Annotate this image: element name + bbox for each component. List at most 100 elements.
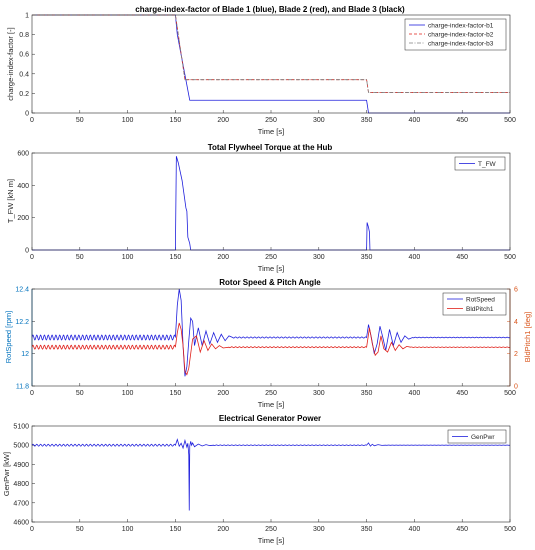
- legend-label-b1: charge-index-factor-b1: [428, 23, 494, 30]
- x-tick-label: 350: [361, 526, 373, 533]
- series-line-rotspeed: [31, 288, 511, 377]
- panel-3-ylabel-right: BldPitch1 [deg]: [523, 312, 532, 362]
- legend-box: [454, 156, 506, 171]
- y-tick-label: 400: [17, 183, 29, 190]
- y-tick-label: 600: [17, 151, 29, 158]
- x-tick-label: 300: [313, 254, 325, 261]
- panel-2-title: Total Flywheel Torque at the Hub: [208, 143, 333, 152]
- series-line-genpwr: [31, 438, 511, 511]
- panel-4-ylabel: GenPwr [kW]: [2, 452, 11, 496]
- x-tick-label: 400: [409, 117, 421, 124]
- x-tick-label: 250: [265, 254, 277, 261]
- x-tick-label: 500: [504, 390, 516, 397]
- x-tick-label: 450: [456, 526, 468, 533]
- y-tick-label: 4800: [13, 481, 29, 488]
- y-tick-label: 5100: [13, 424, 29, 431]
- panel-1: charge-index-factor of Blade 1 (blue), B…: [6, 5, 516, 136]
- x-tick-label: 300: [313, 390, 325, 397]
- x-tick-label: 450: [456, 390, 468, 397]
- x-tick-label: 450: [456, 254, 468, 261]
- panel-4-axes: [31, 425, 511, 523]
- panel-1-ylabel: charge-index-factor [-]: [6, 27, 15, 100]
- y-tick-label: 0.2: [19, 91, 29, 98]
- panel-4-title: Electrical Generator Power: [219, 414, 321, 423]
- x-tick-label: 200: [217, 117, 229, 124]
- x-tick-label: 50: [76, 254, 84, 261]
- panel-2: Total Flywheel Torque at the Hub 0 50 100 1…: [6, 143, 516, 273]
- legend-label-tfw: T_FW: [478, 161, 497, 168]
- panel-3-ylabel-left: RotSpeed [rpm]: [4, 311, 13, 364]
- panel-3: Rotor Speed & Pitch Angle 0 50 100 150 200 25…: [4, 278, 532, 409]
- panel-2-legend: T_FW: [454, 156, 506, 171]
- x-tick-label: 150: [170, 117, 182, 124]
- panel-2-series: [32, 156, 510, 251]
- panel-4-legend: GenPwr: [447, 429, 507, 444]
- x-tick-label: 0: [30, 254, 34, 261]
- y2-tick-label: 6: [514, 287, 518, 294]
- panel-4-xlabel: Time [s]: [258, 536, 284, 545]
- series-line-charge-index-factor-b3: [32, 14, 510, 93]
- x-tick-label: 200: [217, 526, 229, 533]
- panel-4: Electrical Generator Power 0 50 100 150 200 2…: [2, 414, 516, 545]
- x-tick-label: 500: [504, 526, 516, 533]
- x-tick-label: 50: [76, 526, 84, 533]
- y-tick-label: 0: [25, 248, 29, 255]
- x-tick-label: 250: [265, 526, 277, 533]
- panel-2-ylabel: T_FW [kN m]: [6, 179, 15, 223]
- x-tick-label: 0: [30, 526, 34, 533]
- legend-label-b3: charge-index-factor-b3: [428, 41, 494, 48]
- y-tick-label: 5000: [13, 443, 29, 450]
- panel-3-ticks: 0 50 100 150 200 250 300 350 400 450 500 11.8 12 12.2…: [15, 287, 518, 398]
- legend-box: [442, 292, 507, 316]
- x-tick-label: 350: [361, 254, 373, 261]
- x-tick-label: 150: [170, 526, 182, 533]
- x-tick-label: 400: [409, 254, 421, 261]
- panel-3-legend: RotSpeed BldPitch1: [442, 292, 507, 316]
- legend-box: [447, 429, 507, 444]
- x-tick-label: 200: [217, 390, 229, 397]
- legend-label-rotspeed: RotSpeed: [466, 297, 495, 304]
- x-tick-label: 100: [122, 117, 134, 124]
- panel-1-series: [32, 14, 510, 114]
- panel-2-xlabel: Time [s]: [258, 264, 284, 273]
- x-tick-label: 150: [170, 390, 182, 397]
- panel-3-title: Rotor Speed & Pitch Angle: [219, 278, 321, 287]
- y-tick-label: 0: [25, 111, 29, 118]
- y-tick-label: 4700: [13, 500, 29, 507]
- x-tick-label: 300: [313, 117, 325, 124]
- y-tick-label: 12: [21, 351, 29, 358]
- x-tick-label: 400: [409, 526, 421, 533]
- x-tick-label: 0: [30, 117, 34, 124]
- panel-2-ticks: 0 50 100 150 200 250 300 350 400 450 500 0 200 400 600: [17, 151, 516, 262]
- y2-tick-label: 4: [514, 319, 518, 326]
- legend-label-genpwr: GenPwr: [471, 434, 495, 441]
- x-tick-label: 400: [409, 390, 421, 397]
- y2-tick-label: 2: [514, 351, 518, 358]
- panel-4-series: [31, 438, 511, 511]
- panel-1-axes: [31, 14, 511, 114]
- x-tick-label: 300: [313, 526, 325, 533]
- panel-3-axes: [31, 288, 511, 387]
- legend-label-b2: charge-index-factor-b2: [428, 32, 494, 39]
- panel-2-axes: [31, 152, 511, 251]
- y-tick-label: 200: [17, 215, 29, 222]
- series-line-bldpitch1: [31, 322, 511, 376]
- panel-1-ticks: 0 50 100 150 200 250 300 350 400 450 500 0 0.2 0.4 0.6…: [19, 13, 516, 125]
- x-tick-label: 200: [217, 254, 229, 261]
- x-tick-label: 500: [504, 117, 516, 124]
- panel-3-xlabel: Time [s]: [258, 400, 284, 409]
- y-tick-label: 4600: [13, 520, 29, 527]
- x-tick-label: 0: [30, 390, 34, 397]
- x-tick-label: 250: [265, 117, 277, 124]
- x-tick-label: 500: [504, 254, 516, 261]
- y-tick-label: 12.2: [15, 319, 29, 326]
- legend-label-bldpitch: BldPitch1: [466, 306, 494, 313]
- panel-1-xlabel: Time [s]: [258, 127, 284, 136]
- y-tick-label: 4900: [13, 462, 29, 469]
- y-tick-label: 11.8: [16, 384, 29, 391]
- x-tick-label: 50: [76, 117, 84, 124]
- x-tick-label: 350: [361, 117, 373, 124]
- x-tick-label: 250: [265, 390, 277, 397]
- panel-3-series: [31, 288, 511, 377]
